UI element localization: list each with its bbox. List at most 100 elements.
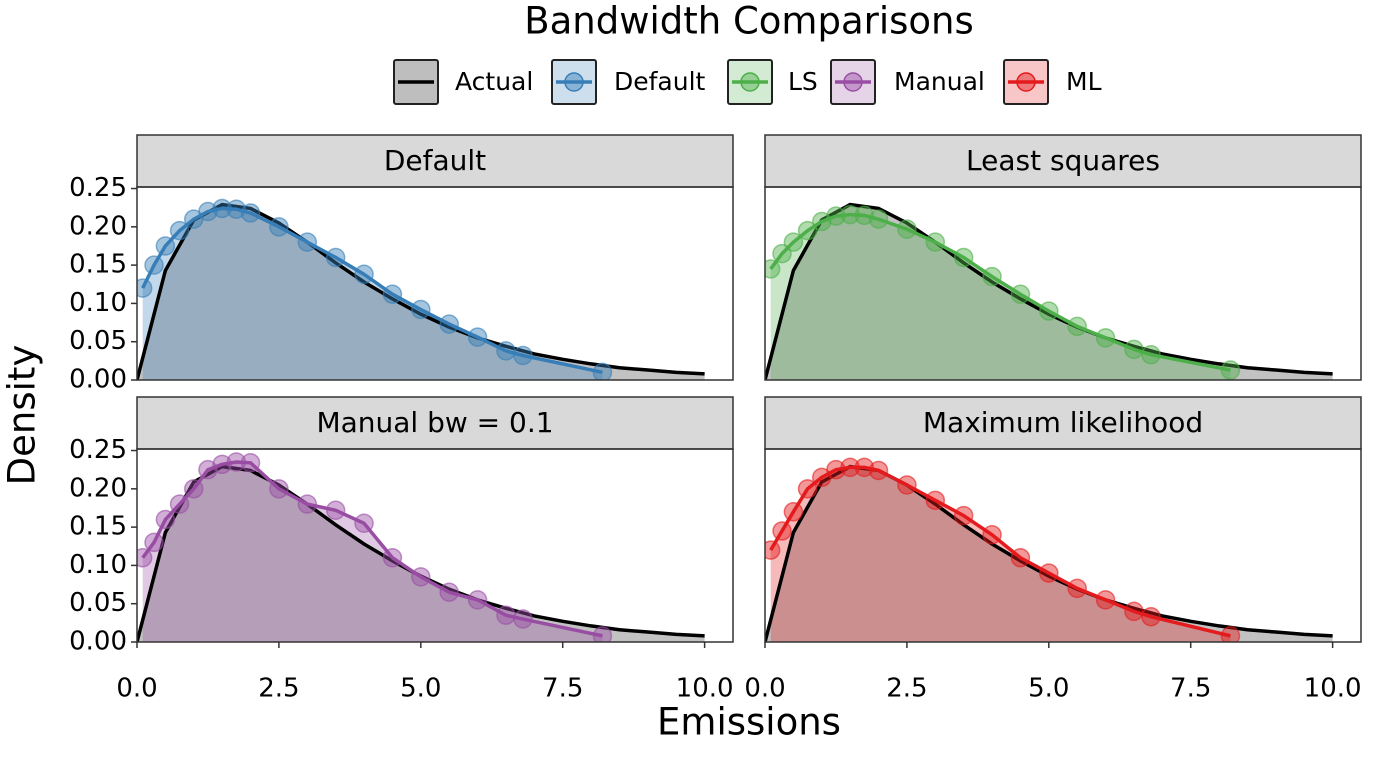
- sample-point: [411, 299, 431, 320]
- y-tick-label: 0.25: [69, 435, 127, 465]
- sample-point: [592, 626, 613, 642]
- sample-point: [1095, 328, 1116, 348]
- sample-point: [496, 605, 516, 625]
- sample-point: [439, 582, 459, 602]
- sample-point: [1220, 626, 1241, 642]
- sample-point: [783, 502, 804, 522]
- sample-point: [513, 345, 533, 366]
- density-area: [142, 462, 603, 642]
- plot-area: [765, 202, 1333, 380]
- sample-point: [297, 232, 318, 252]
- density-area: [137, 466, 705, 642]
- sample-point: [439, 314, 459, 334]
- legend-label: ML: [1066, 67, 1102, 96]
- sample-point: [953, 505, 974, 526]
- legend-label: LS: [788, 67, 818, 96]
- legend-point: [740, 72, 760, 92]
- panel-title: Default: [384, 144, 486, 177]
- sample-point: [897, 219, 917, 239]
- sample-point: [325, 500, 346, 521]
- sample-point: [198, 201, 218, 222]
- y-tick-label: 0.10: [69, 550, 127, 580]
- plot-area: [137, 198, 705, 380]
- y-tick-label: 0.15: [69, 512, 127, 542]
- y-tick-label: 0.15: [69, 250, 127, 280]
- sample-point: [772, 521, 792, 541]
- sample-point: [868, 460, 889, 481]
- density-area: [765, 466, 1333, 642]
- sample-point: [925, 490, 946, 511]
- sample-point: [1124, 339, 1144, 360]
- sample-point: [797, 479, 818, 499]
- sample-point: [797, 220, 818, 241]
- panel-border: [136, 186, 734, 381]
- x-tick-label: 10.0: [676, 674, 734, 704]
- panel-border: [764, 448, 1362, 643]
- legend-point: [1016, 72, 1036, 92]
- y-axis-label: Density: [1, 345, 44, 486]
- x-tick-label: 2.5: [886, 674, 927, 704]
- sample-point: [240, 203, 261, 223]
- sample-point: [269, 217, 289, 237]
- sample-point: [826, 206, 846, 226]
- x-axis-label: Emissions: [657, 701, 841, 744]
- panel-border: [764, 186, 1362, 381]
- sample-point: [467, 327, 488, 347]
- sample-point: [144, 532, 164, 553]
- sample-point: [854, 457, 875, 478]
- sample-point: [1039, 301, 1059, 321]
- legend-label: Manual: [894, 67, 985, 96]
- sample-point: [1141, 606, 1161, 627]
- x-tick-label: 0.0: [744, 674, 785, 704]
- x-tick-label: 2.5: [258, 674, 299, 704]
- density-line: [141, 206, 603, 375]
- strip-background: [764, 134, 1362, 188]
- x-tick-label: 7.5: [1170, 674, 1211, 704]
- sample-point: [325, 247, 346, 268]
- sample-point: [169, 494, 190, 514]
- panel-title: Manual bw = 0.1: [316, 406, 553, 439]
- sample-point: [953, 247, 974, 268]
- sample-point: [1067, 316, 1087, 337]
- y-tick-label: 0.10: [69, 288, 127, 318]
- sample-point: [840, 457, 860, 478]
- sample-point: [184, 479, 204, 499]
- density-area: [765, 204, 1333, 380]
- strip-background: [136, 134, 734, 188]
- sample-point: [354, 513, 374, 534]
- sample-point: [1067, 578, 1087, 599]
- sample-point: [783, 232, 804, 252]
- density-line: [769, 465, 1231, 638]
- y-tick-label: 0.05: [69, 326, 127, 356]
- sample-point: [212, 454, 232, 475]
- sample-point: [354, 264, 374, 285]
- legend-point: [843, 72, 863, 92]
- sample-point: [897, 475, 917, 495]
- sample-point: [513, 609, 533, 629]
- x-tick-label: 0.0: [116, 674, 157, 704]
- sample-point: [982, 266, 1002, 287]
- panel-border: [136, 448, 734, 643]
- sample-point: [1220, 360, 1241, 380]
- density-line: [769, 212, 1231, 372]
- sample-point: [269, 479, 289, 499]
- sample-point: [137, 548, 153, 568]
- sample-point: [240, 453, 261, 473]
- sample-point: [212, 198, 232, 219]
- sample-point: [382, 548, 403, 568]
- strip-background: [764, 396, 1362, 450]
- sample-point: [1010, 284, 1031, 304]
- sample-point: [155, 236, 176, 256]
- sample-point: [169, 220, 190, 241]
- panel-title: Maximum likelihood: [923, 406, 1203, 439]
- sample-point: [297, 494, 318, 514]
- sample-point: [411, 567, 431, 587]
- sample-point: [868, 209, 889, 229]
- x-tick-label: 7.5: [542, 674, 583, 704]
- legend-label: Actual: [455, 67, 533, 96]
- sample-point: [840, 204, 860, 225]
- legend-label: Default: [614, 67, 706, 96]
- sample-point: [144, 255, 164, 275]
- sample-point: [1010, 548, 1031, 568]
- sample-point: [137, 278, 153, 298]
